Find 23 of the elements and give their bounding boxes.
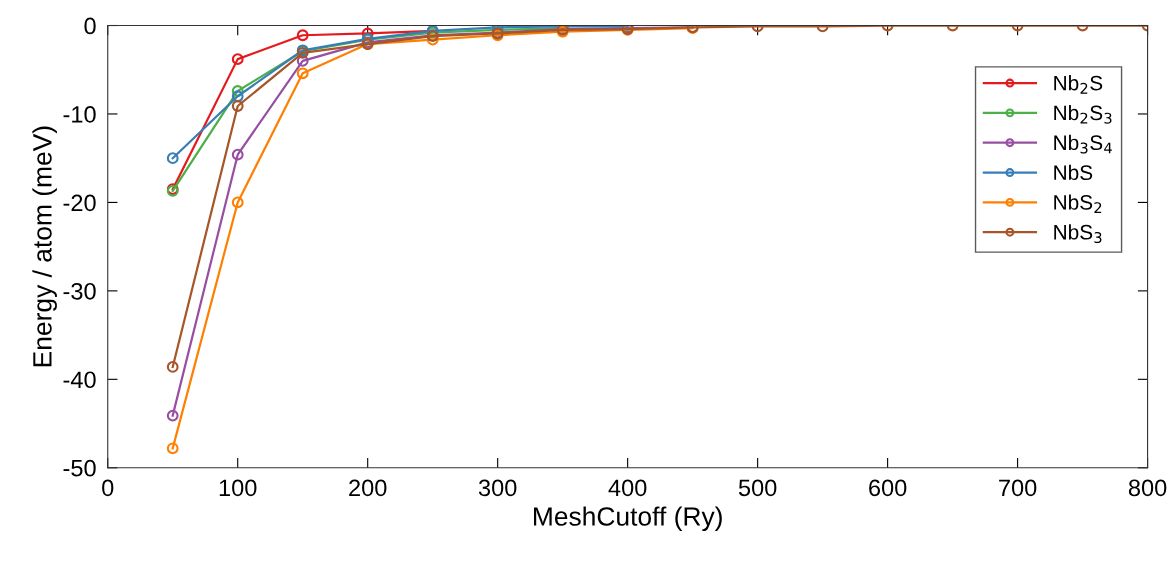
y-axis-title: Energy / atom (meV) xyxy=(32,126,57,367)
legend-label: Nb$_{2}$S xyxy=(1054,75,1103,94)
legend-label: NbS$_{3}$ xyxy=(1054,224,1102,244)
y-tick-label: -20 xyxy=(63,194,96,212)
y-tick-label: -50 xyxy=(63,459,96,477)
legend-label: Nb$_{3}$S$_{4}$ xyxy=(1054,134,1112,154)
y-tick-label: -30 xyxy=(63,282,96,300)
x-tick-label: 700 xyxy=(999,479,1037,497)
legend-label: Nb$_{2}$S$_{3}$ xyxy=(1054,104,1112,124)
legend-label: NbS xyxy=(1054,164,1093,181)
y-tick-label: -40 xyxy=(63,371,96,389)
legend-label: NbS$_{2}$ xyxy=(1054,194,1102,213)
x-tick-label: 0 xyxy=(102,479,114,497)
x-tick-label: 100 xyxy=(219,479,257,497)
y-tick-label: 0 xyxy=(84,17,96,35)
x-tick-label: 300 xyxy=(478,479,517,497)
x-tick-label: 200 xyxy=(349,479,387,497)
x-tick-label: 500 xyxy=(738,479,777,497)
x-tick-label: 600 xyxy=(869,479,907,497)
x-tick-label: 400 xyxy=(608,479,647,497)
x-tick-label: 800 xyxy=(1128,479,1167,497)
y-tick-label: -10 xyxy=(63,106,96,123)
x-axis-title: MeshCutoff (Ry) xyxy=(534,506,722,532)
